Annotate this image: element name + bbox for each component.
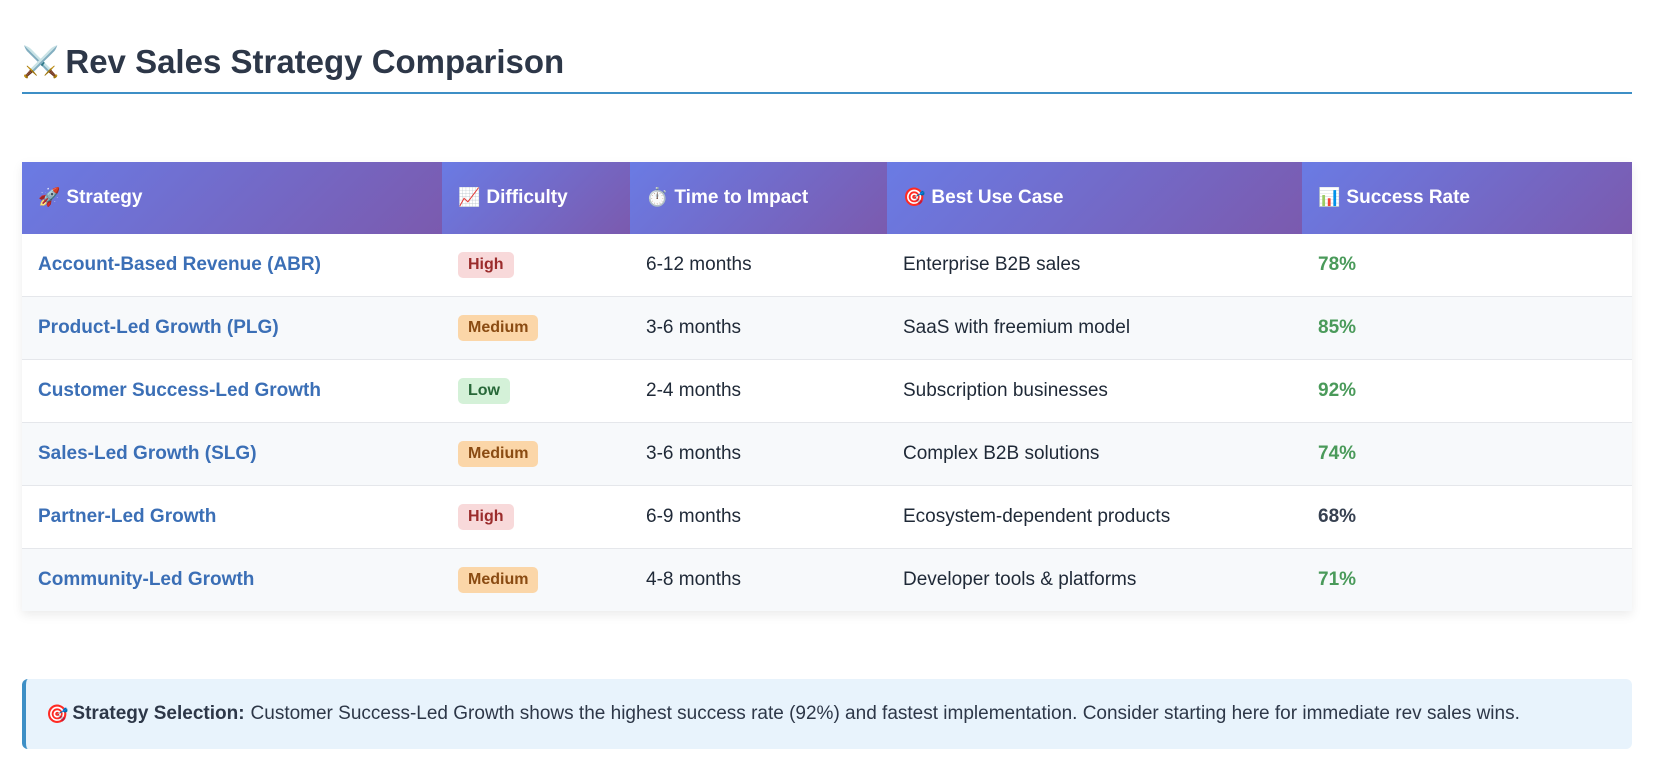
strategy-name[interactable]: Product-Led Growth (PLG) [22, 296, 442, 360]
difficulty-cell: Medium [442, 296, 630, 360]
column-header-success-rate[interactable]: 📊 Success Rate [1302, 162, 1632, 234]
strategy-table: 🚀 Strategy 📈 Difficulty ⏱️ Time to Impact 🎯… [22, 162, 1632, 611]
column-header-time-to-impact[interactable]: ⏱️ Time to Impact [630, 162, 887, 234]
best-use-case-cell: Developer tools & platforms [887, 548, 1302, 611]
difficulty-badge: Medium [458, 567, 539, 593]
table-header-row: 🚀 Strategy 📈 Difficulty ⏱️ Time to Impact 🎯… [22, 162, 1632, 234]
best-use-case-cell: Enterprise B2B sales [887, 234, 1302, 297]
success-rate-cell: 78% [1302, 234, 1632, 297]
stopwatch-icon: ⏱️ [646, 187, 669, 207]
success-rate-cell: 74% [1302, 422, 1632, 486]
table-row: Account-Based Revenue (ABR) High 6-12 mo… [22, 234, 1632, 297]
strategy-name[interactable]: Customer Success-Led Growth [22, 359, 442, 423]
difficulty-cell: Medium [442, 422, 630, 486]
column-header-label: Difficulty [486, 187, 568, 208]
time-to-impact-cell: 4-8 months [630, 548, 887, 611]
target-icon: 🎯 [46, 703, 69, 724]
page-title-text: Rev Sales Strategy Comparison [65, 43, 565, 80]
title-divider [22, 92, 1632, 94]
target-icon: 🎯 [903, 187, 926, 207]
page: ⚔️ Rev Sales Strategy Comparison 🚀 Strate… [22, 0, 1632, 749]
success-rate-cell: 71% [1302, 548, 1632, 611]
strategy-name[interactable]: Account-Based Revenue (ABR) [22, 234, 442, 297]
difficulty-cell: Medium [442, 548, 630, 611]
page-title: ⚔️ Rev Sales Strategy Comparison [22, 0, 1632, 92]
time-to-impact-cell: 6-9 months [630, 485, 887, 549]
strategy-selection-callout: 🎯 Strategy Selection: Customer Success-L… [22, 679, 1632, 749]
column-header-strategy[interactable]: 🚀 Strategy [22, 162, 442, 234]
strategy-name[interactable]: Sales-Led Growth (SLG) [22, 422, 442, 486]
table-row: Partner-Led Growth High 6-9 months Ecosy… [22, 485, 1632, 549]
time-to-impact-cell: 3-6 months [630, 296, 887, 360]
difficulty-badge: Medium [458, 441, 539, 467]
table-row: Product-Led Growth (PLG) Medium 3-6 mont… [22, 296, 1632, 360]
column-header-best-use-case[interactable]: 🎯 Best Use Case [887, 162, 1302, 234]
crossed-swords-icon: ⚔️ [22, 45, 60, 79]
success-rate-cell: 68% [1302, 485, 1632, 549]
chart-increasing-icon: 📈 [458, 187, 481, 207]
difficulty-cell: High [442, 234, 630, 297]
best-use-case-cell: Complex B2B solutions [887, 422, 1302, 486]
difficulty-badge: High [458, 504, 514, 530]
difficulty-badge: Low [458, 378, 510, 404]
table-row: Sales-Led Growth (SLG) Medium 3-6 months… [22, 422, 1632, 486]
best-use-case-cell: SaaS with freemium model [887, 296, 1302, 360]
time-to-impact-cell: 6-12 months [630, 234, 887, 297]
difficulty-badge: Medium [458, 315, 539, 341]
table-row: Community-Led Growth Medium 4-8 months D… [22, 548, 1632, 611]
difficulty-badge: High [458, 252, 514, 278]
best-use-case-cell: Ecosystem-dependent products [887, 485, 1302, 549]
time-to-impact-cell: 2-4 months [630, 359, 887, 423]
difficulty-cell: High [442, 485, 630, 549]
column-header-label: Best Use Case [931, 187, 1064, 208]
time-to-impact-cell: 3-6 months [630, 422, 887, 486]
column-header-label: Time to Impact [674, 187, 809, 208]
strategy-name[interactable]: Community-Led Growth [22, 548, 442, 611]
bar-chart-icon: 📊 [1318, 187, 1341, 207]
success-rate-cell: 85% [1302, 296, 1632, 360]
table-row: Customer Success-Led Growth Low 2-4 mont… [22, 359, 1632, 423]
column-header-label: Strategy [66, 187, 143, 208]
rocket-icon: 🚀 [38, 187, 61, 207]
column-header-label: Success Rate [1346, 187, 1470, 208]
callout-text: Customer Success-Led Growth shows the hi… [250, 703, 1520, 724]
difficulty-cell: Low [442, 359, 630, 423]
strategy-name[interactable]: Partner-Led Growth [22, 485, 442, 549]
success-rate-cell: 92% [1302, 359, 1632, 423]
column-header-difficulty[interactable]: 📈 Difficulty [442, 162, 630, 234]
best-use-case-cell: Subscription businesses [887, 359, 1302, 423]
callout-label: Strategy Selection: [72, 703, 245, 724]
